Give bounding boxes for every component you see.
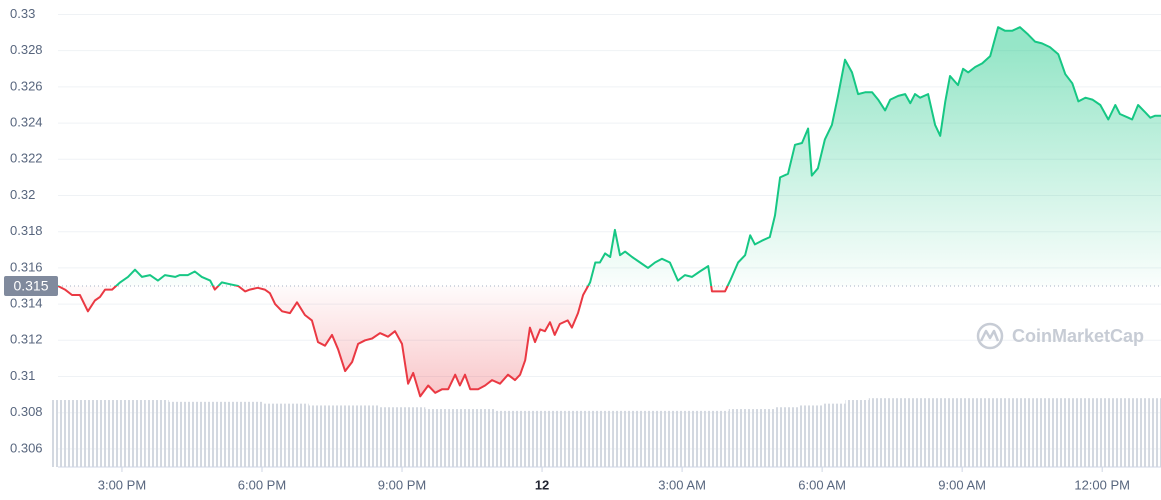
volume-bar bbox=[682, 410, 706, 467]
volume-bar bbox=[1102, 398, 1126, 467]
y-tick-label: 0.326 bbox=[10, 78, 43, 93]
volume-bar bbox=[495, 410, 519, 467]
volume-bar bbox=[191, 401, 216, 467]
x-tick-label: 6:00 PM bbox=[238, 477, 286, 492]
volume-bar bbox=[962, 398, 986, 467]
y-tick-label: 0.31 bbox=[10, 368, 35, 383]
y-tick-label: 0.316 bbox=[10, 259, 43, 274]
volume-bar bbox=[705, 410, 729, 467]
watermark: CoinMarketCap bbox=[976, 322, 1144, 350]
volume-bar bbox=[868, 398, 893, 467]
x-tick-label: 3:00 PM bbox=[98, 477, 146, 492]
volume-bar bbox=[1032, 398, 1056, 467]
y-tick-label: 0.328 bbox=[10, 42, 43, 57]
volume-bar bbox=[915, 398, 939, 467]
x-tick-label: 3:00 AM bbox=[658, 477, 706, 492]
volume-bar bbox=[285, 403, 309, 467]
volume-bar bbox=[938, 398, 963, 467]
x-tick-label: 9:00 AM bbox=[938, 477, 986, 492]
volume-bar bbox=[308, 405, 332, 467]
volume-bar bbox=[355, 405, 379, 467]
volume-bar bbox=[402, 407, 426, 467]
y-tick-label: 0.32 bbox=[10, 187, 35, 202]
x-tick-label: 6:00 AM bbox=[798, 477, 846, 492]
volume-bar bbox=[1078, 398, 1103, 467]
x-tick-label: 12 bbox=[535, 477, 549, 492]
volume-bar bbox=[51, 400, 76, 467]
volume-bar bbox=[121, 400, 146, 467]
x-tick-label: 9:00 PM bbox=[378, 477, 426, 492]
volume-bar bbox=[331, 405, 356, 467]
volume-bar bbox=[1008, 398, 1033, 467]
watermark-logo-mark bbox=[979, 329, 1000, 342]
volume-bar bbox=[845, 400, 869, 467]
volume-bar bbox=[635, 410, 659, 467]
volume-bar bbox=[542, 410, 566, 467]
volume-bar bbox=[261, 403, 286, 467]
watermark-text: CoinMarketCap bbox=[1012, 326, 1144, 346]
volume-bar bbox=[612, 410, 636, 467]
y-tick-label: 0.324 bbox=[10, 115, 43, 130]
volume-bar bbox=[1148, 398, 1161, 467]
volume-bar bbox=[775, 407, 799, 467]
price-area bbox=[58, 27, 1161, 397]
volume-bar bbox=[798, 405, 823, 467]
volume-bar bbox=[378, 407, 403, 467]
volume-bar bbox=[1055, 398, 1079, 467]
volume-bar bbox=[448, 409, 473, 467]
volume-bar bbox=[472, 409, 496, 467]
volume-bar bbox=[822, 403, 846, 467]
y-tick-label: 0.314 bbox=[10, 296, 43, 311]
volume-bar bbox=[518, 410, 543, 467]
y-tick-label: 0.318 bbox=[10, 223, 43, 238]
y-tick-label: 0.322 bbox=[10, 151, 43, 166]
y-tick-label: 0.312 bbox=[10, 332, 43, 347]
volume-bar bbox=[238, 401, 262, 467]
watermark-logo bbox=[976, 322, 1004, 350]
x-tick-label: 12:00 PM bbox=[1074, 477, 1130, 492]
price-line bbox=[57, 26, 1161, 398]
y-tick-label: 0.33 bbox=[10, 6, 35, 21]
volume-bar bbox=[985, 398, 1009, 467]
baseline-label: 0.315 bbox=[13, 278, 48, 294]
volume-bar bbox=[565, 410, 589, 467]
volume-bar bbox=[752, 409, 776, 467]
volume-bar bbox=[658, 410, 683, 467]
volume-bar bbox=[168, 401, 192, 467]
volume-bar bbox=[425, 409, 449, 467]
volume-bar bbox=[892, 398, 916, 467]
volume-bar bbox=[1125, 398, 1149, 467]
volume-bar bbox=[98, 400, 122, 467]
y-tick-label: 0.306 bbox=[10, 440, 43, 455]
volume-bar bbox=[728, 409, 753, 467]
volume-bar bbox=[588, 410, 613, 467]
volume-bar bbox=[75, 400, 99, 467]
y-tick-label: 0.308 bbox=[10, 404, 43, 419]
volume-bar bbox=[145, 400, 169, 467]
volume-bar bbox=[215, 401, 239, 467]
baseline-tag bbox=[4, 275, 58, 296]
